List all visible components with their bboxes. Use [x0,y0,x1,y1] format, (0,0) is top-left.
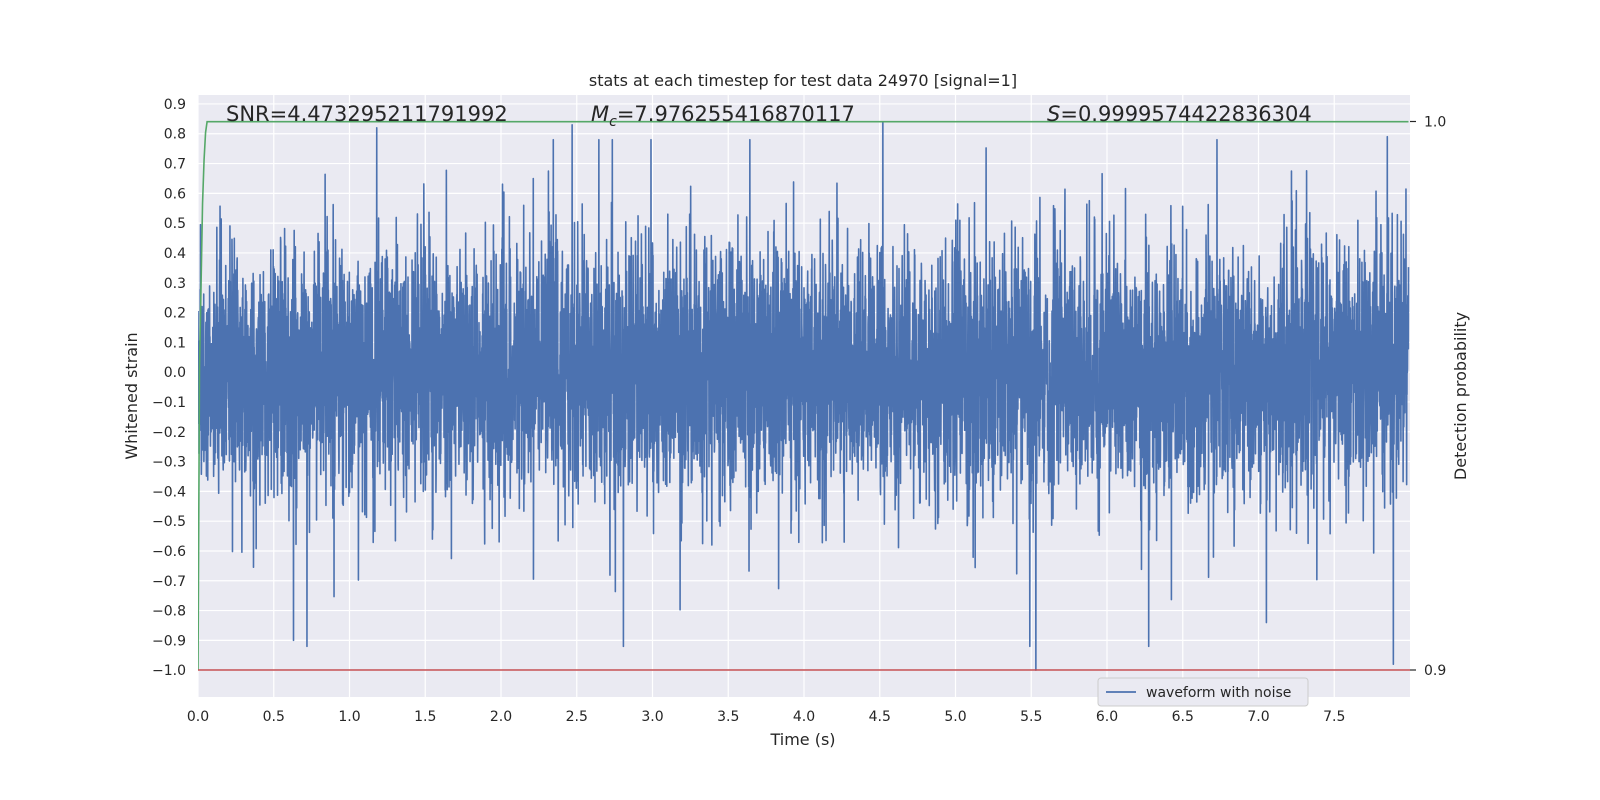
y2-tick-label: 0.9 [1424,663,1446,679]
s-annotation: S=0.9999574422836304 [1047,102,1312,126]
x-tick-label: 0.0 [187,709,209,725]
x-tick-label: 0.5 [263,709,285,725]
legend-box [1097,677,1309,707]
y-tick-label: 0.8 [164,127,186,143]
y-tick-label: 0.6 [164,186,186,202]
x-tick-label: 3.0 [641,709,663,725]
y-tick-label: −0.4 [152,484,186,500]
y-axis-left: 0.9 0.8 0.7 0.6 0.5 0.4 0.3 0.2 0.1 0.0 −0.1 −0.2 −0… [152,97,186,679]
s-value: =0.9999574422836304 [1060,102,1311,126]
y-tick-label: 0.2 [164,306,186,322]
y-tick-label: −0.6 [152,544,186,560]
y-axis-label: Whitened strain [122,332,141,459]
series-line-detection-probability [198,120,1409,671]
mc-subscript: c [609,114,617,130]
series-layer [198,120,1410,671]
x-tick-label: 4.0 [793,709,815,725]
y-tick-label: 0.5 [164,216,186,232]
y-tick-label: 0.3 [164,276,186,292]
y2-axis-label: Detection probability [1451,312,1470,480]
y-tick-label: −0.5 [152,514,186,530]
y-tick-label: −0.1 [152,395,186,411]
x-tick-label: 5.0 [944,709,966,725]
y-tick-label: −0.7 [152,574,186,590]
mc-value: =7.976255416870117 [617,102,855,126]
x-tick-label: 7.0 [1247,709,1269,725]
x-tick-label: 6.0 [1096,709,1118,725]
y-tick-label: 0.7 [164,157,186,173]
y-tick-label: 0.1 [164,335,186,351]
y2-tick-label: 1.0 [1424,115,1446,131]
x-tick-label: 6.5 [1172,709,1194,725]
x-tick-label: 5.5 [1020,709,1042,725]
y-tick-label: −0.9 [152,633,186,649]
x-tick-label: 7.5 [1323,709,1345,725]
legend: waveform with noise [1097,677,1309,707]
x-tick-label: 1.5 [414,709,436,725]
y-tick-label: 0.9 [164,97,186,113]
series-line-waveform [198,121,1410,671]
mc-annotation: Mc=7.976255416870117 [591,102,855,130]
y-axis-right: 1.0 0.9 [1410,115,1446,679]
legend-label-waveform: waveform with noise [1146,685,1291,701]
x-tick-label: 4.5 [869,709,891,725]
x-tick-label: 3.5 [717,709,739,725]
y-tick-label: −1.0 [152,663,186,679]
y-tick-label: 0.0 [164,365,186,381]
s-symbol: S [1047,102,1060,126]
y-tick-label: −0.8 [152,604,186,620]
chart-title: stats at each timestep for test data 249… [589,71,1017,90]
x-tick-label: 2.0 [490,709,512,725]
snr-annotation: SNR=4.473295211791992 [226,102,508,126]
x-axis-label: Time (s) [769,730,835,749]
x-tick-label: 1.0 [338,709,360,725]
y-tick-label: −0.3 [152,455,186,471]
x-axis: 0.0 0.5 1.0 1.5 2.0 2.5 3.0 3.5 4.0 4.5 5.0 5.5 6.0 6… [187,709,1346,725]
mc-symbol: M [591,102,609,126]
y-tick-label: −0.2 [152,425,186,441]
y-tick-label: 0.4 [164,246,186,262]
x-tick-label: 2.5 [566,709,588,725]
